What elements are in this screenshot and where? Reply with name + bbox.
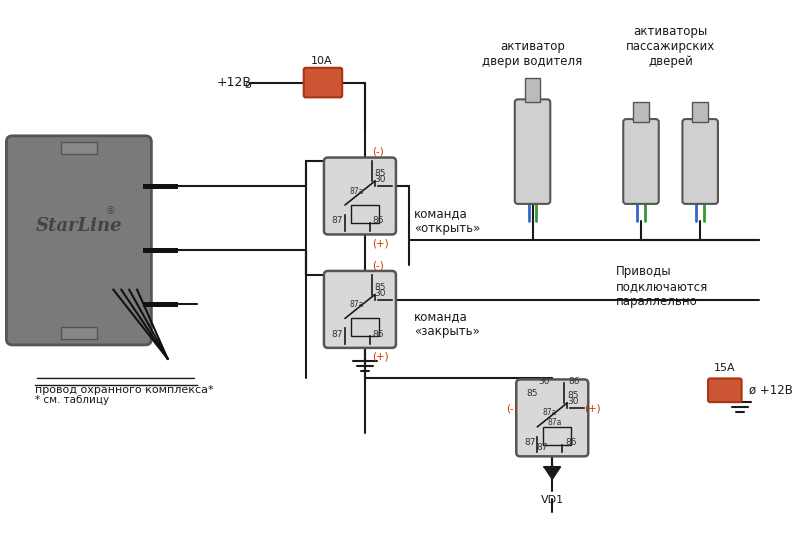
Text: 86: 86 xyxy=(568,377,580,386)
Text: * см. таблицу: * см. таблицу xyxy=(34,395,109,405)
Text: 87a: 87a xyxy=(350,187,364,196)
Text: VD1: VD1 xyxy=(541,495,564,505)
Text: 30: 30 xyxy=(374,288,386,297)
FancyBboxPatch shape xyxy=(304,68,342,97)
Text: Приводы
подключаются
параллельно: Приводы подключаются параллельно xyxy=(616,265,709,308)
Text: 87: 87 xyxy=(524,438,535,447)
FancyBboxPatch shape xyxy=(324,157,396,234)
Text: команда
«закрыть»: команда «закрыть» xyxy=(414,310,480,338)
Text: ®: ® xyxy=(106,206,115,216)
Text: 86: 86 xyxy=(373,216,384,225)
Bar xyxy=(351,205,378,223)
Text: StarLine: StarLine xyxy=(35,217,122,234)
Bar xyxy=(351,318,378,336)
Bar xyxy=(692,102,708,122)
Text: 85: 85 xyxy=(567,391,578,400)
Text: 85: 85 xyxy=(526,389,538,398)
Text: +12В: +12В xyxy=(217,76,252,89)
Text: ø: ø xyxy=(245,80,251,89)
Text: 86: 86 xyxy=(373,330,384,339)
Bar xyxy=(525,78,541,102)
Bar xyxy=(633,102,649,122)
Text: 85: 85 xyxy=(374,282,386,292)
Bar xyxy=(61,142,97,154)
Text: провод охранного комплекса*: провод охранного комплекса* xyxy=(34,385,213,395)
Text: 87: 87 xyxy=(332,330,343,339)
Polygon shape xyxy=(544,467,560,479)
Text: ø +12В: ø +12В xyxy=(750,384,794,397)
Text: 87a: 87a xyxy=(350,300,364,309)
Text: 87a: 87a xyxy=(542,408,557,417)
FancyBboxPatch shape xyxy=(514,100,550,204)
Text: (+): (+) xyxy=(584,403,601,413)
FancyBboxPatch shape xyxy=(682,119,718,204)
Text: команда
«открыть»: команда «открыть» xyxy=(414,207,481,235)
Text: 30: 30 xyxy=(567,397,578,406)
Text: 30: 30 xyxy=(538,377,550,386)
Text: активаторы
пассажирских
дверей: активаторы пассажирских дверей xyxy=(626,25,715,68)
FancyBboxPatch shape xyxy=(623,119,658,204)
Text: активатор
двери водителя: активатор двери водителя xyxy=(482,40,582,68)
FancyBboxPatch shape xyxy=(324,271,396,348)
Text: (+): (+) xyxy=(372,238,389,248)
Text: (-): (-) xyxy=(372,147,383,157)
FancyBboxPatch shape xyxy=(6,136,151,345)
Text: 30: 30 xyxy=(374,175,386,184)
FancyBboxPatch shape xyxy=(708,378,742,402)
Text: 15А: 15А xyxy=(714,363,736,372)
Text: 87: 87 xyxy=(332,216,343,225)
Text: 87: 87 xyxy=(537,443,548,452)
FancyBboxPatch shape xyxy=(516,379,588,456)
Text: (-): (-) xyxy=(372,260,383,270)
Text: 87a: 87a xyxy=(547,418,562,427)
Bar xyxy=(543,427,571,445)
Text: (+): (+) xyxy=(372,351,389,362)
Bar xyxy=(61,327,97,339)
Text: 10А: 10А xyxy=(310,56,332,66)
Text: 85: 85 xyxy=(374,169,386,178)
Text: 86: 86 xyxy=(565,438,577,447)
Text: (-): (-) xyxy=(506,403,518,413)
